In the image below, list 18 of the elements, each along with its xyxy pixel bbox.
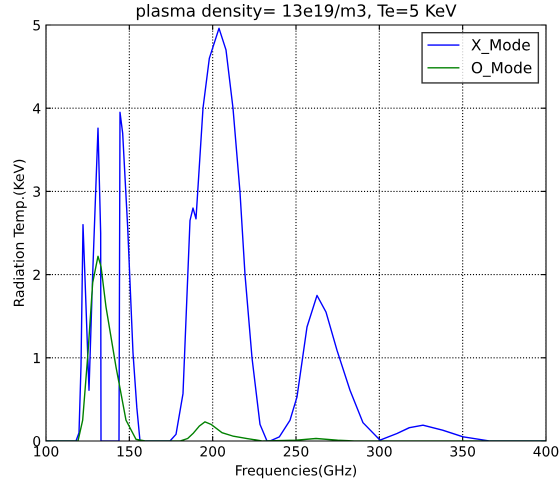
y-tick-label: 5: [33, 20, 40, 30]
x-tick-label: 250: [284, 446, 308, 457]
legend-label: X_Mode: [471, 38, 530, 54]
y-axis-title: Radiation Temp.(KeV): [13, 160, 27, 306]
x-tick-label: 150: [118, 446, 142, 457]
y-tick-label: 0: [33, 436, 40, 446]
y-tick-label: 1: [34, 352, 40, 364]
x-tick-label: 300: [367, 446, 392, 457]
x-tick-label: 100: [34, 446, 58, 457]
x-axis-title: Frequencies(GHz): [236, 464, 356, 478]
x-tick-label: 400: [533, 446, 558, 457]
x-tick-label: 350: [450, 446, 475, 457]
y-tick-label: 2: [33, 270, 40, 280]
y-tick-label: 4: [32, 103, 40, 114]
y-tick-label: 3: [33, 186, 40, 197]
x-tick-label: 200: [200, 446, 225, 457]
legend-label: O_Mode: [472, 62, 532, 77]
chart-title: plasma density= 13e19/m3, Te=5 KeV: [136, 4, 456, 20]
